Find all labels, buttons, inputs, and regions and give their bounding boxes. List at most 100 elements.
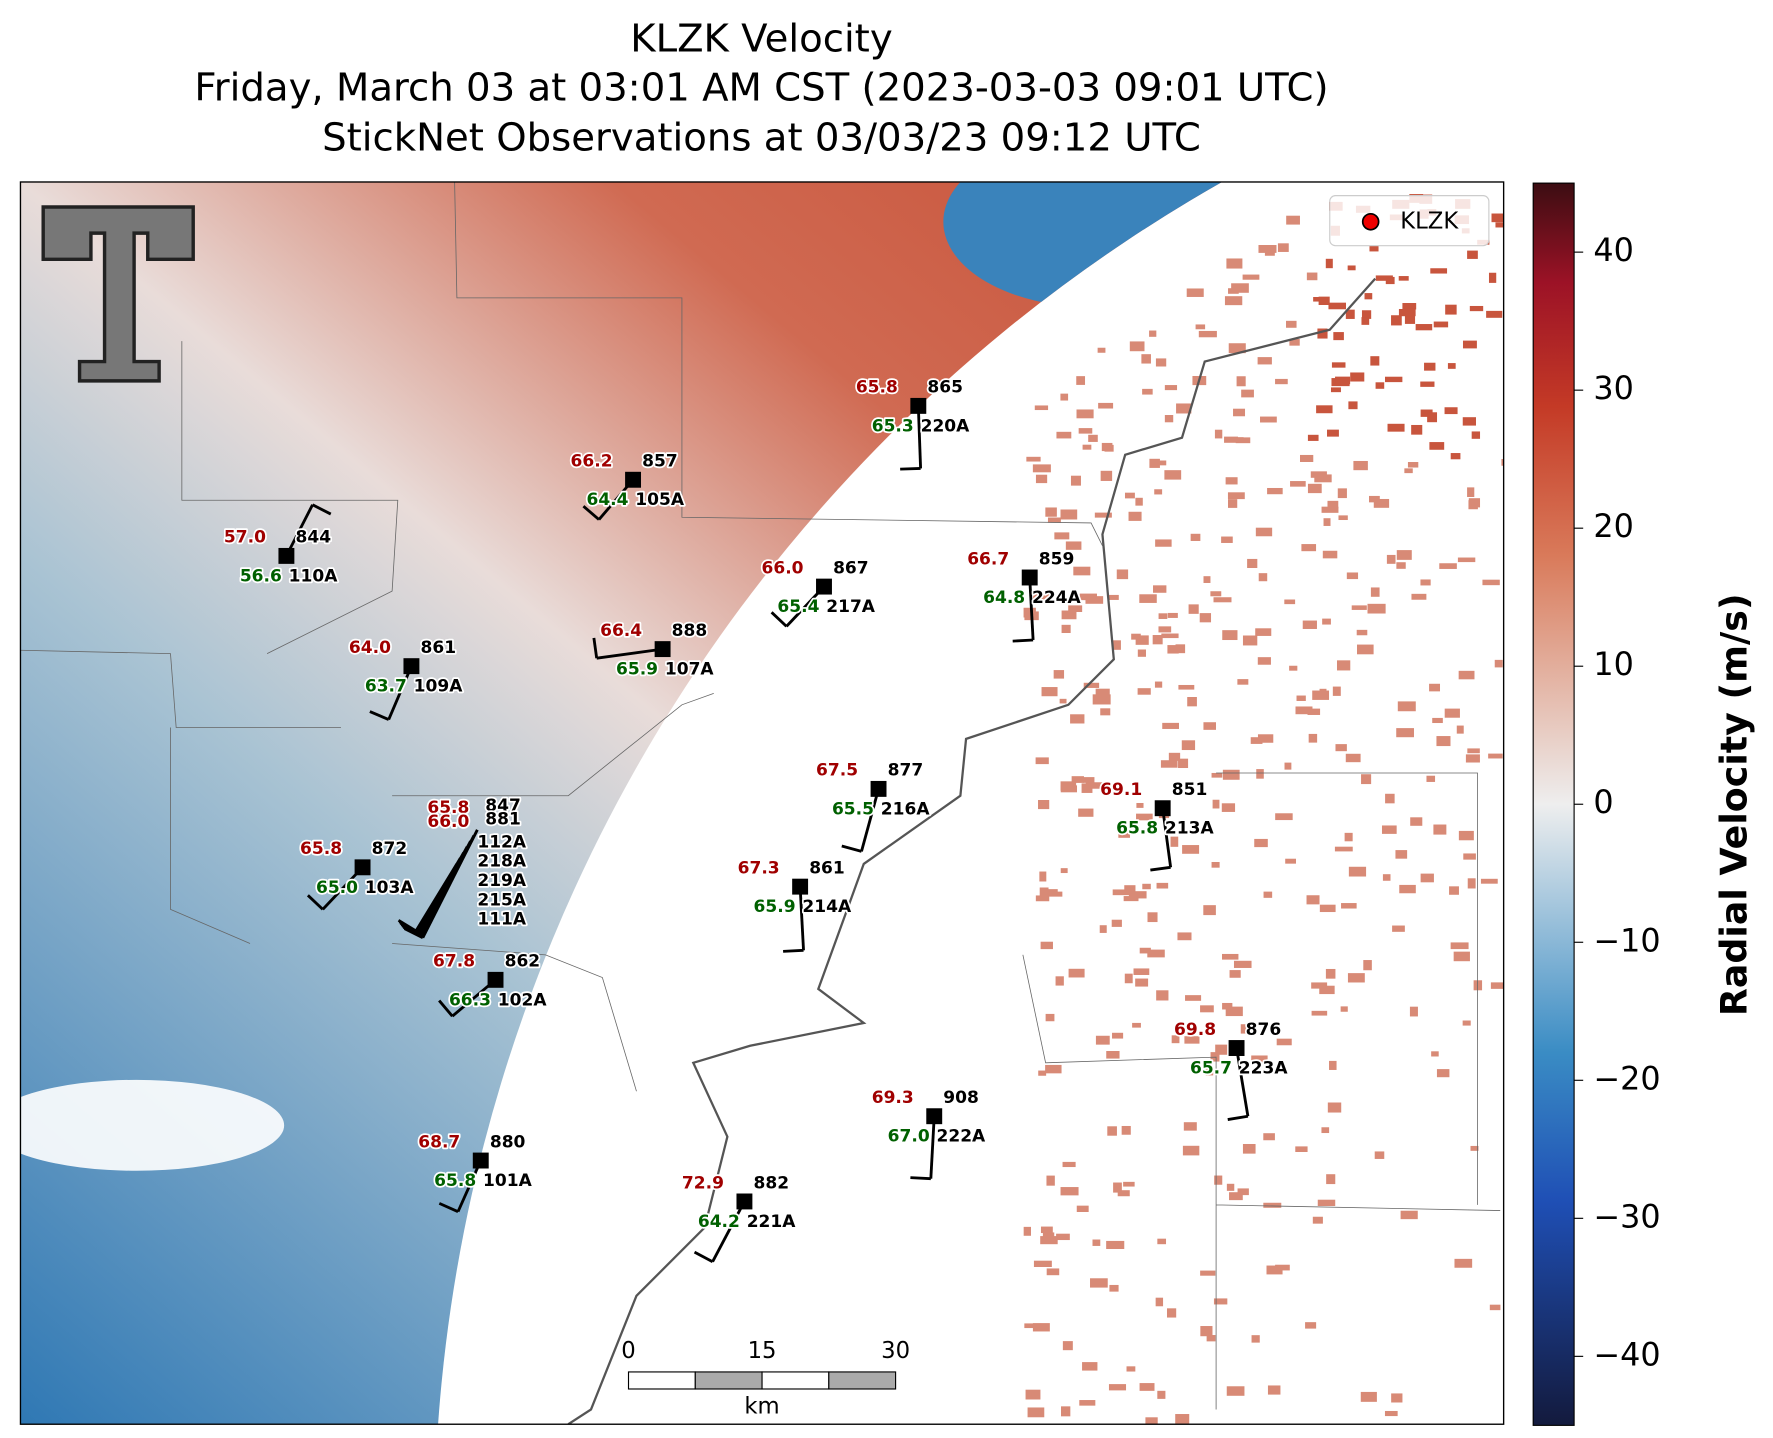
probe-id: 217A	[826, 597, 876, 617]
station-marker	[870, 780, 887, 797]
station-id: 908	[943, 1088, 979, 1108]
dewpoint: 56.6	[240, 566, 282, 586]
dewpoint: 65.7	[1190, 1058, 1232, 1078]
station-marker	[736, 1193, 753, 1210]
probe-id: 107A	[665, 660, 715, 680]
colorbar-tick-label: −20	[1593, 1059, 1660, 1097]
wind-barb	[456, 1159, 483, 1213]
dewpoint: 65.3	[872, 416, 914, 436]
station-marker	[910, 397, 927, 414]
probe-id: 105A	[635, 490, 685, 510]
wind-barb	[798, 886, 805, 951]
wind-barb	[414, 863, 459, 932]
probe-id: 102A	[498, 990, 548, 1010]
station-id: 882	[754, 1173, 790, 1193]
wind-barb	[397, 919, 417, 933]
wind-barb	[438, 999, 454, 1018]
station-marker	[816, 578, 832, 595]
scale-tick-label: 15	[748, 1338, 777, 1364]
station-id: 867	[833, 558, 869, 578]
temperature: 66.0	[427, 812, 469, 832]
scale-unit: km	[744, 1394, 779, 1420]
probe-id: 214A	[802, 897, 852, 917]
legend-marker	[1361, 212, 1380, 231]
observations-time: StickNet Observations at 03/03/23 09:12 …	[322, 115, 1201, 160]
dewpoint: 65.5	[832, 799, 874, 819]
station-marker	[1154, 800, 1171, 817]
temperature: 67.8	[433, 952, 475, 972]
colorbar-tick-label: −10	[1593, 921, 1660, 959]
probe-id: 219A	[477, 871, 527, 891]
wind-barb	[693, 1250, 714, 1263]
probe-id: 220A	[921, 416, 971, 436]
dewpoint: 65.4	[777, 597, 819, 617]
wind-barb	[596, 647, 663, 660]
station-marker	[625, 471, 642, 488]
dewpoint: 65.8	[1116, 819, 1158, 839]
temperature: 57.0	[224, 528, 266, 548]
wind-barb	[311, 503, 332, 516]
colorbar-tick-label: −30	[1593, 1197, 1660, 1235]
radar-field	[20, 181, 1504, 1425]
temperature: 66.4	[600, 621, 642, 641]
wind-barb	[841, 844, 862, 853]
temperature: 67.3	[738, 858, 780, 878]
wind-barb	[1150, 865, 1171, 872]
wind-barb	[770, 611, 788, 628]
temperature: 66.0	[762, 558, 804, 578]
dewpoint: 67.0	[888, 1127, 930, 1147]
scale-segment	[828, 1371, 897, 1390]
colorbar-tick-label: −40	[1593, 1335, 1660, 1373]
dewpoint: 64.8	[983, 588, 1025, 608]
station-id: 861	[421, 638, 457, 658]
wind-barb	[438, 1202, 459, 1213]
wind-barb	[306, 894, 324, 911]
dewpoint: 65.9	[754, 897, 796, 917]
station-id: 865	[927, 378, 963, 398]
station-marker	[354, 859, 371, 876]
wind-barb	[1028, 577, 1035, 641]
station-marker	[487, 971, 504, 988]
probe-id: 223A	[1239, 1058, 1289, 1078]
probe-id: 215A	[477, 890, 527, 910]
probe-id: 213A	[1165, 819, 1215, 839]
station-id: 851	[1172, 780, 1208, 800]
probe-id: 218A	[477, 852, 527, 872]
wind-barb	[1012, 638, 1034, 643]
temperature: 68.7	[418, 1132, 460, 1152]
dewpoint: 64.4	[586, 490, 628, 510]
legend: KLZK	[1329, 195, 1490, 247]
colorbar-tick-label: 40	[1593, 231, 1633, 269]
scale-tick-label: 0	[621, 1338, 635, 1364]
wind-barb	[285, 504, 314, 557]
probe-id: 224A	[1032, 588, 1082, 608]
wind-barb	[369, 710, 390, 721]
station-marker	[792, 878, 809, 895]
scale-segment	[694, 1371, 763, 1390]
colorbar-label: Radial Velocity (m/s)	[1713, 593, 1756, 1016]
station-id: 859	[1039, 549, 1075, 569]
wind-barb	[1235, 1047, 1250, 1117]
dewpoint: 63.7	[365, 677, 407, 697]
wind-barb	[582, 505, 600, 521]
temperature: 65.8	[856, 378, 898, 398]
wind-barb	[910, 1176, 931, 1181]
dewpoint: 65.8	[434, 1171, 476, 1191]
scale-segment	[761, 1371, 830, 1390]
wind-barb	[900, 466, 921, 471]
colorbar-tick-label: 30	[1593, 369, 1633, 407]
station-marker	[472, 1152, 489, 1169]
temperature: 67.5	[816, 761, 858, 781]
wind-barb	[387, 665, 413, 721]
wind-barb	[1161, 808, 1173, 868]
station-id: 844	[295, 528, 331, 548]
colorbar-tick-label: 0	[1593, 783, 1613, 821]
temperature: 64.0	[349, 638, 391, 658]
subtitle: Friday, March 03 at 03:01 AM CST (2023-0…	[194, 65, 1328, 110]
station-marker	[926, 1108, 943, 1125]
title: KLZK Velocity	[630, 17, 892, 62]
station-marker	[1228, 1040, 1245, 1056]
station-marker	[1021, 569, 1038, 586]
